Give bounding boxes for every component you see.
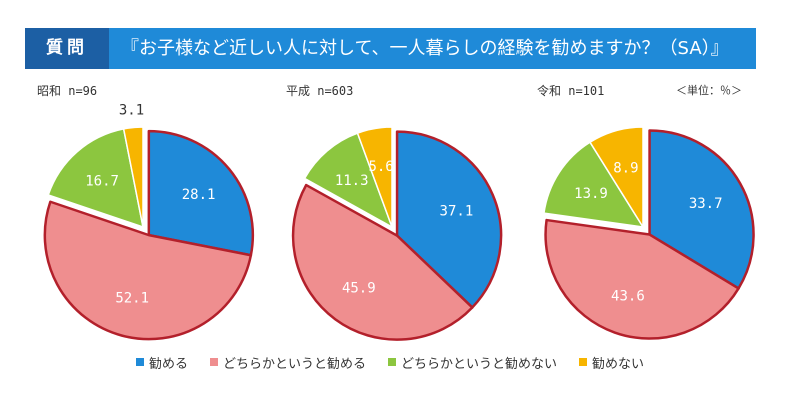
- question-banner: 質問 『お子様など近しい人に対して、一人暮らしの経験を勧めますか？（SA）』: [25, 28, 756, 69]
- data-label: 16.7: [85, 173, 119, 189]
- data-label: 28.1: [182, 187, 216, 203]
- data-label: 52.1: [115, 290, 149, 306]
- pie-slice-somewhat-recommend: [291, 183, 474, 341]
- pie-slice-somewhat-not-recommend: [543, 141, 644, 228]
- legend-item-somewhat-recommend: どちらかというと勧める: [210, 353, 366, 372]
- pie-slice-not-recommend: [356, 126, 393, 228]
- pie-平成: 37.1 45.9 11.35.6: [291, 126, 503, 341]
- data-label: 33.7: [689, 196, 723, 212]
- era-label-reiwa: 令和 n=101: [537, 84, 605, 98]
- legend: 勧める どちらかというと勧める どちらかというと勧めない 勧めない: [136, 353, 666, 372]
- legend-swatch: [579, 358, 588, 366]
- pie-令和: 33.7 43.6 13.9 8.9: [543, 126, 755, 340]
- unit-label: ＜単位：％＞: [676, 84, 742, 97]
- data-label: 13.9: [574, 186, 608, 202]
- pie-slice-not-recommend: [122, 126, 144, 228]
- data-label: 45.9: [342, 281, 376, 297]
- question-text: 『お子様など近しい人に対して、一人暮らしの経験を勧めますか？（SA）』: [121, 38, 729, 59]
- question-label: 質問: [25, 28, 109, 69]
- pie-slice-somewhat-recommend: [43, 200, 253, 341]
- era-label-heisei: 平成 n=603: [286, 84, 354, 98]
- legend-item-recommend: 勧める: [136, 353, 188, 372]
- legend-swatch: [210, 358, 219, 366]
- pie-slice-recommend: [147, 129, 255, 257]
- pie-slice-somewhat-not-recommend: [47, 128, 144, 228]
- legend-item-not-recommend: 勧めない: [579, 353, 644, 372]
- data-label: 5.6: [368, 159, 393, 175]
- legend-label: どちらかというと勧めない: [401, 356, 558, 372]
- pie-slice-not-recommend: [589, 126, 644, 228]
- data-label: 11.3: [335, 173, 369, 189]
- pie-slice-somewhat-recommend: [544, 218, 740, 340]
- pie-昭和: 28.1 52.1 16.7 3.1: [43, 103, 255, 341]
- legend-label: 勧めない: [592, 356, 645, 372]
- pie-slice-somewhat-not-recommend: [303, 132, 393, 228]
- data-label: 3.1: [119, 103, 144, 119]
- data-label: 8.9: [613, 160, 638, 176]
- legend-swatch: [136, 358, 144, 366]
- era-label-showa: 昭和 n=96: [37, 84, 98, 98]
- data-label: 43.6: [611, 288, 645, 304]
- pie-slice-recommend: [395, 130, 503, 309]
- legend-item-somewhat-not-recommend: どちらかというと勧めない: [388, 353, 557, 372]
- data-label: 37.1: [440, 203, 474, 219]
- legend-label: どちらかというと勧める: [223, 356, 367, 372]
- legend-swatch: [388, 358, 397, 366]
- legend-label: 勧める: [149, 356, 189, 372]
